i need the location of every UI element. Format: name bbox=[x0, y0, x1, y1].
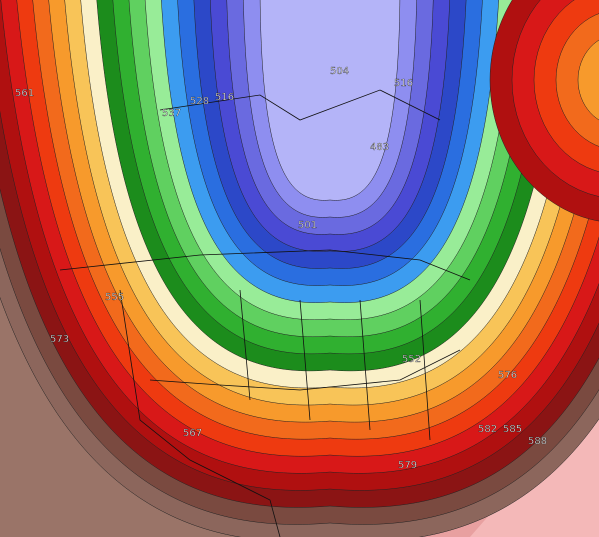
contour-label: 483 bbox=[370, 142, 389, 153]
contour-label: 504 bbox=[330, 66, 349, 77]
border-line bbox=[59, 249, 471, 281]
border-line bbox=[149, 349, 461, 391]
contour-label: 576 bbox=[498, 370, 517, 381]
border-line bbox=[119, 289, 281, 537]
border-line bbox=[159, 89, 441, 121]
contour-label: 573 bbox=[50, 334, 69, 345]
ridge-bands bbox=[489, 0, 599, 222]
contour-label: 528 bbox=[190, 96, 209, 107]
contour-label: 582 bbox=[478, 424, 497, 435]
border-line bbox=[239, 289, 431, 441]
contour-label: 579 bbox=[398, 460, 417, 471]
ridge-band bbox=[577, 39, 599, 121]
ridge-band bbox=[555, 13, 599, 147]
contour-label: 516 bbox=[215, 92, 234, 103]
contour-label: 585 bbox=[503, 424, 522, 435]
contour-label: 516 bbox=[394, 78, 413, 89]
contour-labels: 561 537 528 516 504 516 483 501 555 573 … bbox=[15, 66, 547, 471]
contour-label: 537 bbox=[162, 108, 181, 119]
contour-label: 555 bbox=[105, 292, 124, 303]
contour-label: 501 bbox=[298, 220, 317, 231]
contour-label: 588 bbox=[528, 436, 547, 447]
height-band bbox=[259, 0, 401, 201]
contour-label: 552 bbox=[402, 354, 421, 365]
contour-label: 561 bbox=[15, 88, 34, 99]
contour-label: 567 bbox=[183, 428, 202, 439]
borders bbox=[59, 89, 471, 537]
